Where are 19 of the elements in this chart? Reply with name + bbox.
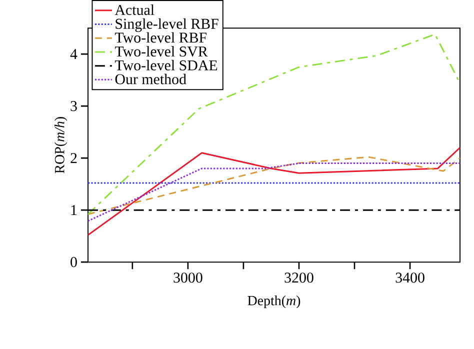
legend-label: Two-level SVR [114, 46, 208, 57]
y-axis-title: ROP(m/h) [54, 116, 68, 174]
x-axis-title: Depth(m) [248, 295, 300, 308]
line-series [88, 34, 460, 215]
y-tick-label: 3 [70, 101, 77, 112]
legend-label: Two-level SDAE [114, 60, 218, 70]
legend-label: Actual [114, 4, 154, 15]
legend-label: Our method [115, 74, 186, 84]
y-tick-label: 2 [70, 153, 77, 163]
x-tick-label: 3000 [174, 272, 202, 283]
line-series [88, 156, 460, 215]
y-tick-label: 1 [71, 205, 77, 215]
y-tick-label: 0 [70, 256, 77, 268]
legend-label: Two-level RBF [114, 32, 207, 43]
x-tick-label: 3200 [284, 272, 314, 283]
x-tick-label: 3400 [396, 272, 424, 283]
y-tick-label: 4 [70, 49, 78, 59]
line-series [88, 146, 460, 236]
legend-label: Single-level RBF [116, 18, 218, 32]
